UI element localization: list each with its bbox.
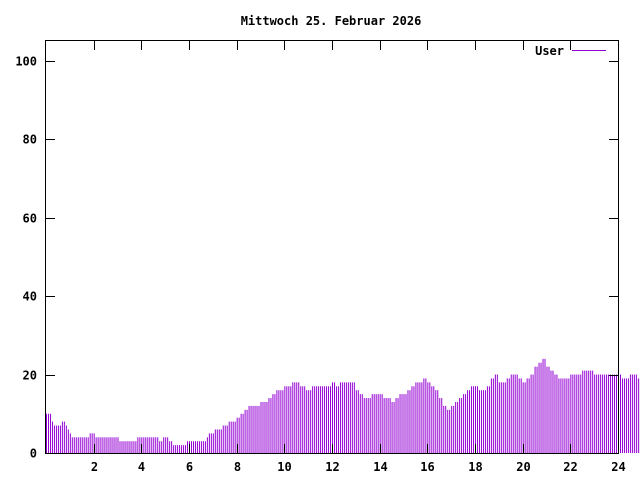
x-tick-label: 8 [234,460,241,474]
x-tick-label: 2 [91,460,98,474]
legend: User [535,44,606,58]
y-tick-label: 20 [23,369,37,383]
y-tick-label: 40 [23,290,37,304]
y-tick-label: 60 [23,212,37,226]
chart-title: Mittwoch 25. Februar 2026 [241,14,422,28]
x-tick-label: 4 [138,460,145,474]
x-tick-label: 14 [373,460,387,474]
x-tick-label: 20 [516,460,530,474]
bar-series [46,358,640,453]
legend-label-user: User [535,44,564,58]
y-tick-label: 0 [30,447,37,461]
x-tick-label: 12 [325,460,339,474]
x-tick-label: 22 [563,460,577,474]
x-tick-label: 16 [420,460,434,474]
plot-frame [45,40,619,454]
y-tick-label: 100 [15,55,37,69]
x-tick-label: 24 [611,460,625,474]
x-tick-label: 10 [277,460,291,474]
y-tick-label: 80 [23,133,37,147]
x-tick-label: 6 [186,460,193,474]
x-tick-label: 18 [468,460,482,474]
